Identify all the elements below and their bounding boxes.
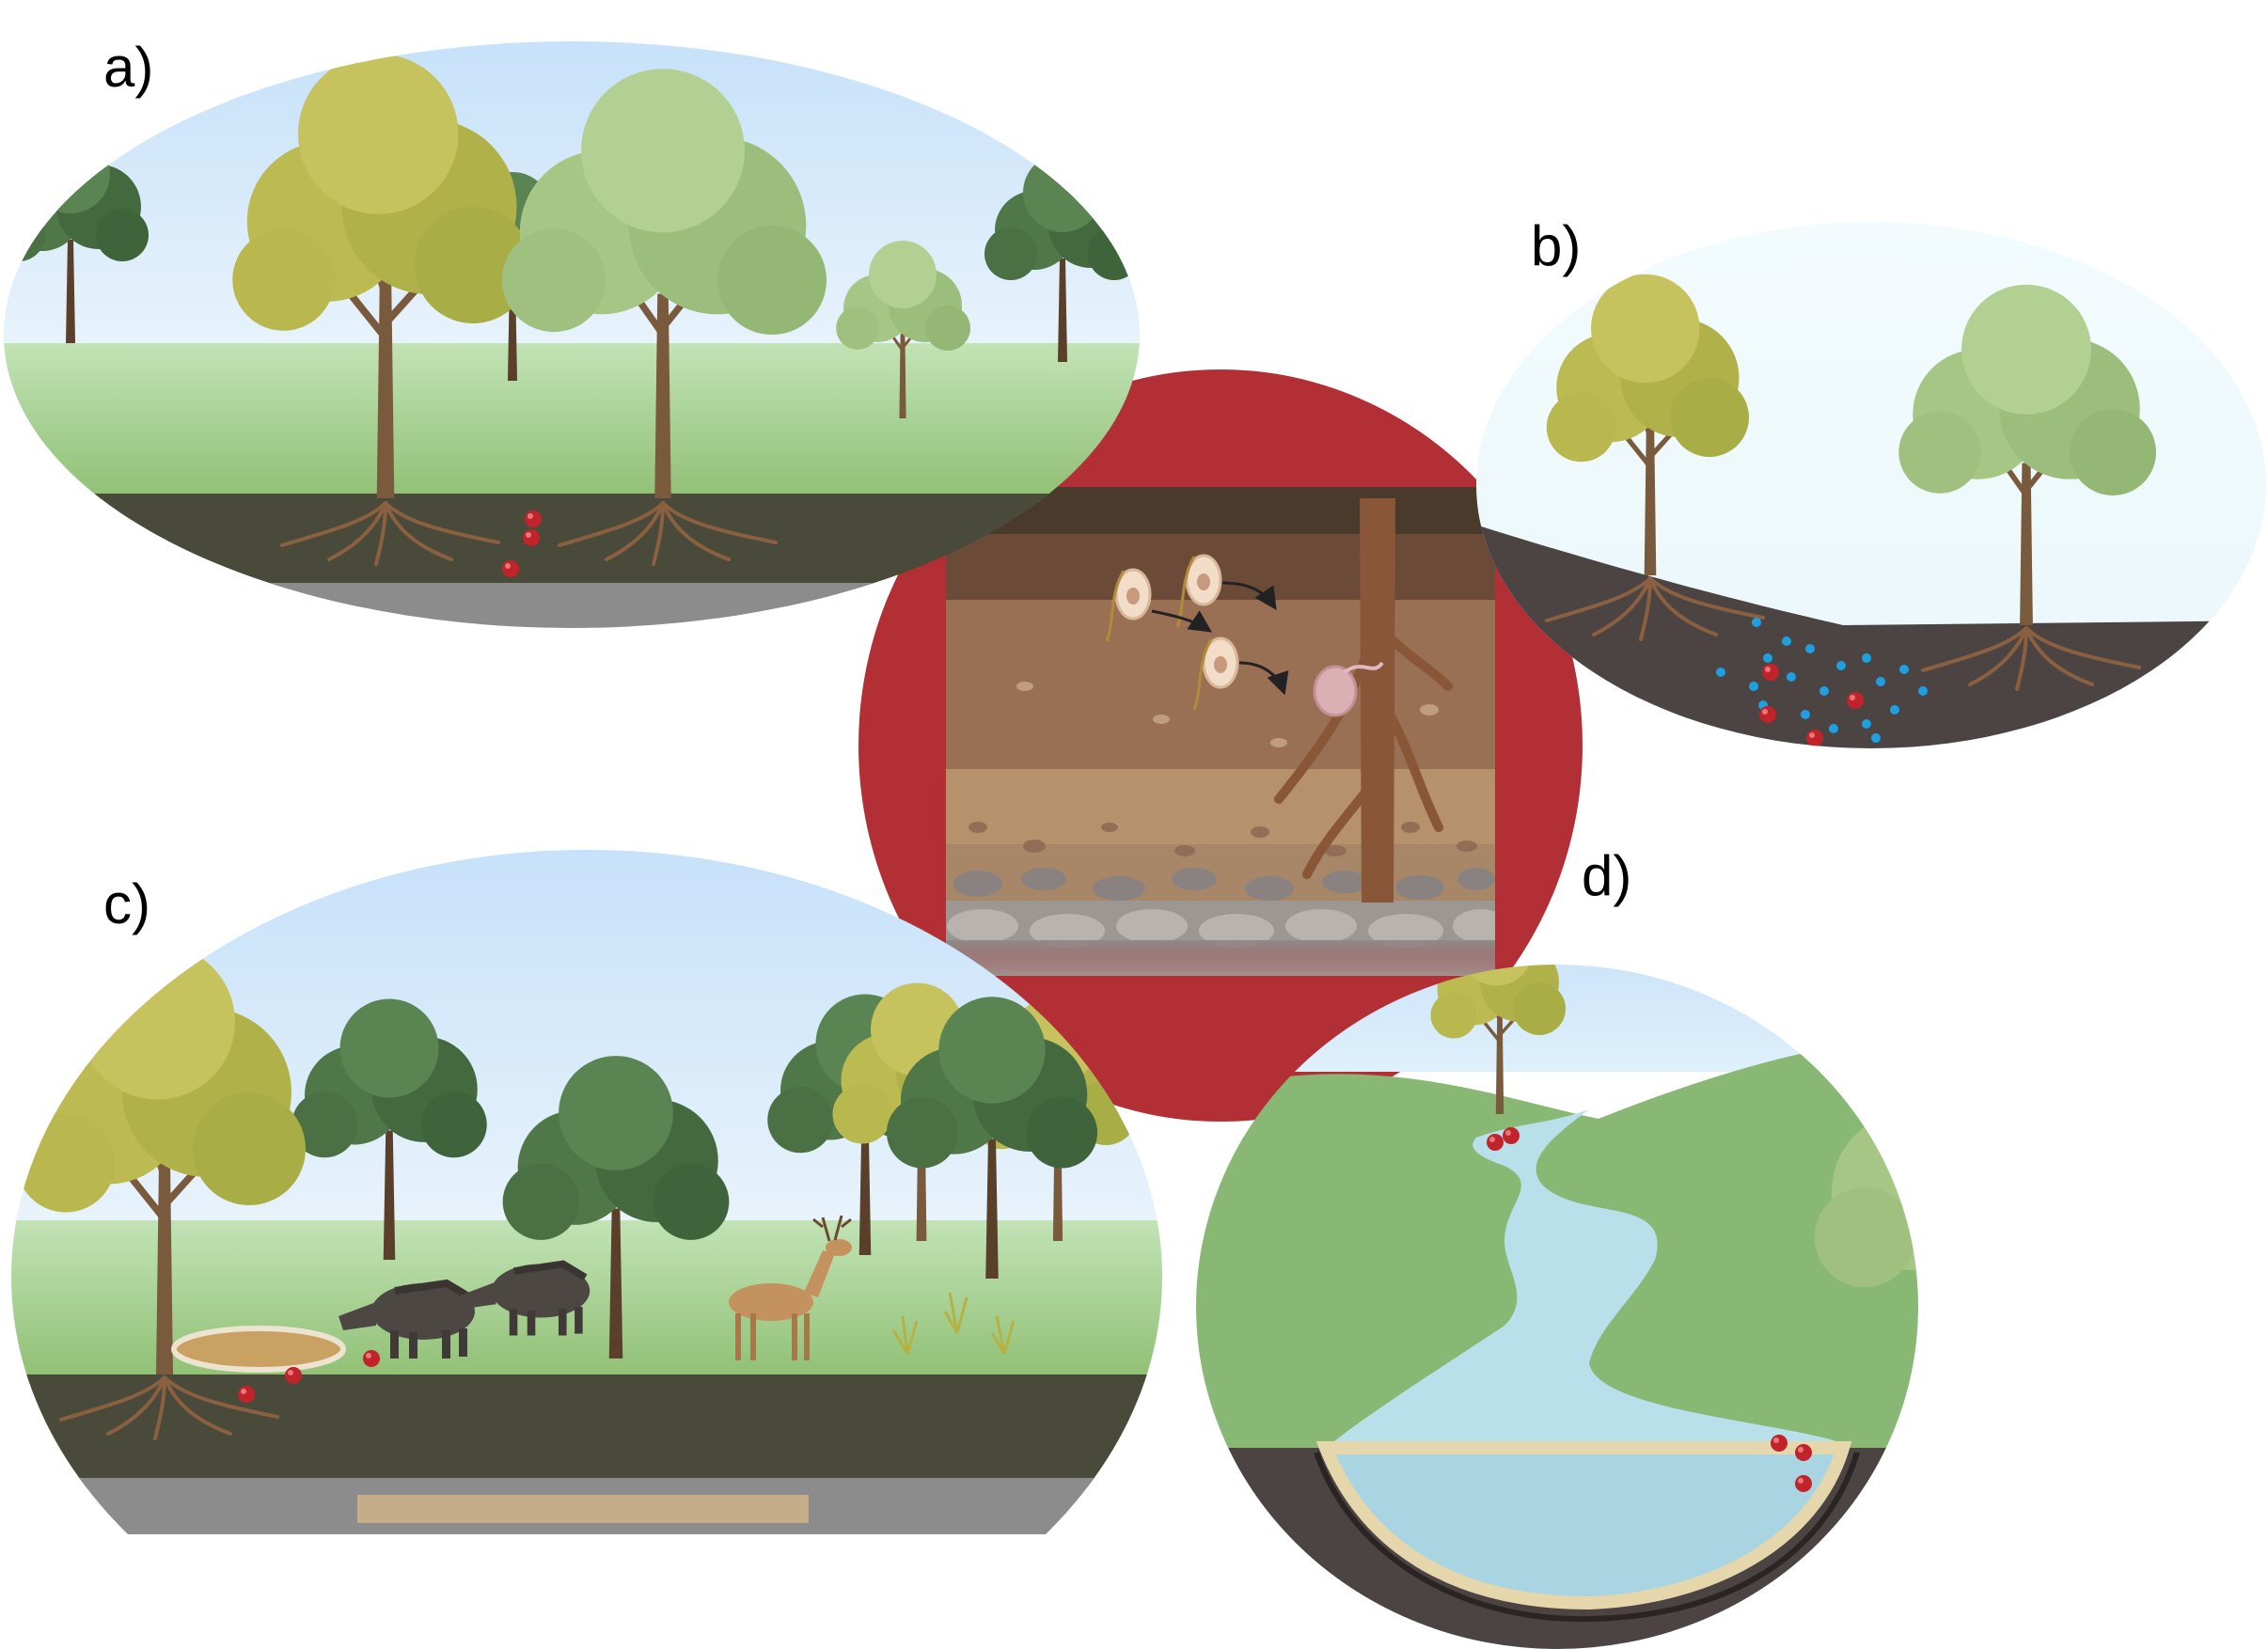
panel-label-c: c) <box>103 872 150 935</box>
seed-icon <box>285 1367 302 1384</box>
seed-icon <box>1795 1444 1812 1461</box>
panel-label-a: a) <box>103 36 154 99</box>
panel-c-animal-dispersal <box>11 850 1162 1534</box>
panel-d-river-transport <box>1196 965 1918 1649</box>
seed-icon <box>363 1350 380 1367</box>
seed-icon <box>502 560 519 577</box>
seed-icon <box>1771 1435 1788 1452</box>
seed-icon <box>1762 664 1779 681</box>
seed-icon <box>1847 692 1864 709</box>
panel-label-b: b) <box>1531 214 1582 277</box>
seed-icon <box>1795 1475 1812 1492</box>
seed-icon <box>1759 706 1776 723</box>
panel-b-slope-leaching <box>1476 222 2266 748</box>
seed-icon <box>1503 1127 1520 1144</box>
seed-icon <box>523 529 540 546</box>
seed-icon <box>1487 1134 1504 1151</box>
shrub-icon <box>891 1292 1016 1355</box>
mud-wallow <box>171 1326 346 1373</box>
seed-icon <box>525 510 542 527</box>
seed-icon <box>1806 730 1823 746</box>
root-icon <box>1865 1449 1918 1514</box>
seed-icon <box>238 1386 255 1403</box>
soil-profile-panel <box>858 369 1583 1122</box>
panel-label-d: d) <box>1582 844 1632 907</box>
spore-icon <box>1313 661 1384 717</box>
